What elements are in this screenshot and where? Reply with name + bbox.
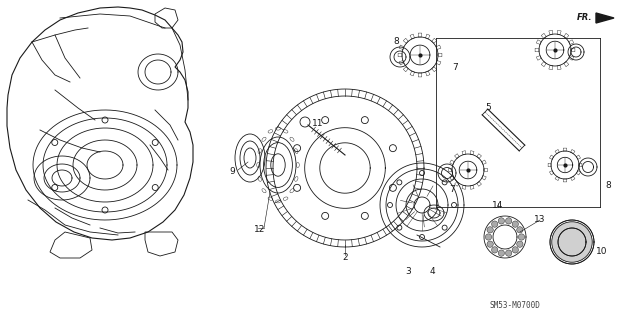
- Text: 2: 2: [342, 254, 348, 263]
- Text: 10: 10: [596, 248, 608, 256]
- Text: 3: 3: [405, 268, 411, 277]
- Text: 12: 12: [254, 226, 266, 234]
- Circle shape: [498, 218, 504, 224]
- Circle shape: [506, 250, 512, 256]
- Text: 9: 9: [229, 167, 235, 176]
- Text: 4: 4: [429, 268, 435, 277]
- Circle shape: [506, 218, 512, 224]
- Text: SM53-M0700D: SM53-M0700D: [490, 300, 541, 309]
- Circle shape: [487, 241, 493, 247]
- Text: 7: 7: [452, 63, 458, 72]
- Circle shape: [512, 247, 518, 253]
- Circle shape: [492, 221, 498, 227]
- Circle shape: [487, 227, 493, 233]
- Ellipse shape: [552, 222, 592, 262]
- Text: 11: 11: [312, 118, 324, 128]
- Text: 7: 7: [449, 186, 455, 195]
- Circle shape: [492, 247, 498, 253]
- Circle shape: [516, 241, 523, 247]
- Circle shape: [485, 234, 492, 240]
- Polygon shape: [596, 13, 614, 23]
- Circle shape: [518, 234, 525, 240]
- Circle shape: [516, 227, 523, 233]
- Text: 13: 13: [534, 216, 546, 225]
- Circle shape: [498, 250, 504, 256]
- Text: 5: 5: [485, 103, 491, 113]
- Text: 14: 14: [492, 201, 504, 210]
- Circle shape: [512, 221, 518, 227]
- Text: 8: 8: [393, 38, 399, 47]
- Text: FR.: FR.: [577, 13, 592, 23]
- Text: 8: 8: [605, 181, 611, 189]
